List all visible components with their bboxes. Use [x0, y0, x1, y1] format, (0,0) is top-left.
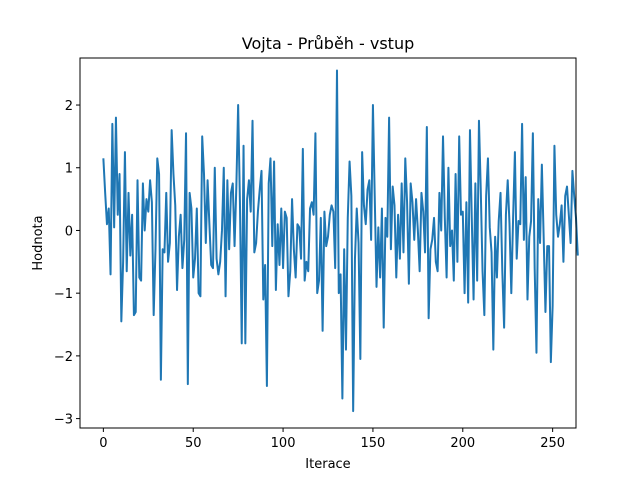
x-axis-label: Iterace: [305, 457, 350, 472]
y-tick-label: 0: [65, 224, 73, 239]
x-axis: 0 50 100 150 200 250: [99, 428, 565, 451]
x-tick-label: 200: [450, 436, 475, 451]
y-tick-label: 1: [65, 162, 73, 177]
plot-area: [102, 69, 579, 413]
x-tick-label: 100: [271, 436, 296, 451]
plot-frame: [79, 57, 577, 429]
y-axis-label: Hodnota: [31, 215, 46, 270]
y-tick-label: −3: [54, 413, 73, 428]
y-tick-label: 2: [65, 99, 73, 114]
y-tick-label: −2: [54, 350, 73, 365]
x-tick-label: 0: [99, 436, 107, 451]
chart-title: Vojta - Průběh - vstup: [242, 34, 415, 53]
x-tick-label: 150: [361, 436, 386, 451]
x-tick-label: 250: [540, 436, 565, 451]
y-tick-label: −1: [54, 287, 73, 302]
x-tick-label: 50: [185, 436, 202, 451]
y-axis: −3 −2 −1 0 1 2: [54, 99, 80, 428]
series-line-0: [102, 69, 579, 413]
